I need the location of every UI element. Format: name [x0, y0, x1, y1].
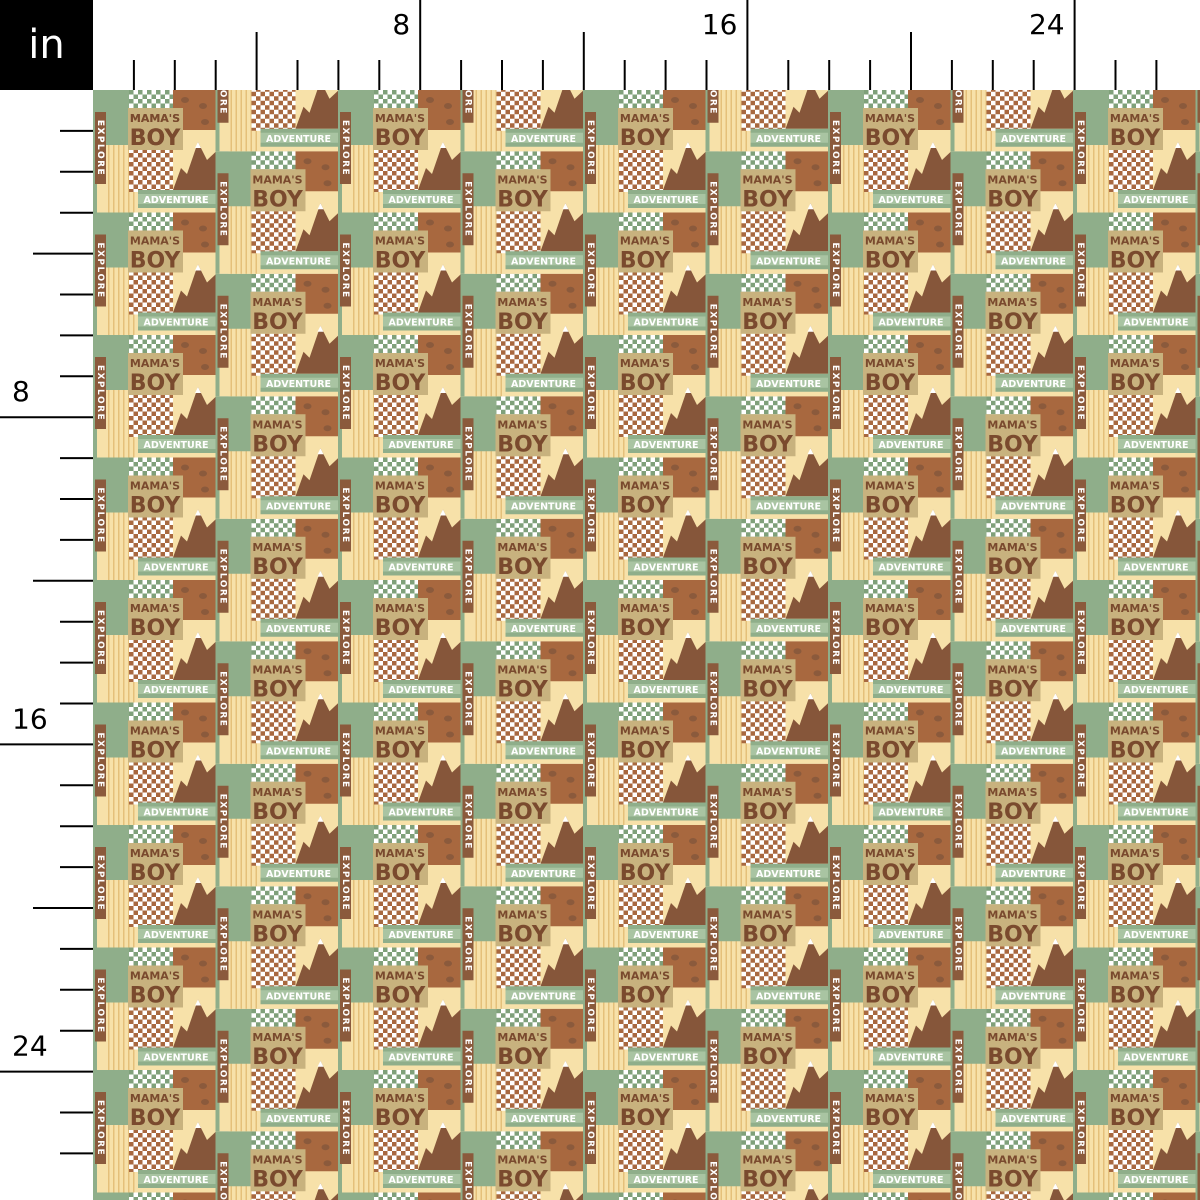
- left-ruler-label: 24: [12, 1030, 48, 1063]
- top-ruler-label: 24: [1029, 8, 1065, 41]
- explore-label: EXPLORE: [95, 120, 105, 176]
- motif-labels: EXPLORE MAMA'S BOY ADVENTURE: [95, 112, 209, 206]
- left-ruler-label: 8: [12, 375, 30, 408]
- top-ruler-label: 16: [702, 8, 738, 41]
- adventure-label: ADVENTURE: [143, 195, 208, 206]
- top-ruler-label: 8: [392, 8, 410, 41]
- left-ruler-label: 16: [12, 702, 48, 735]
- unit-label: in: [0, 0, 93, 90]
- mamas-label: MAMA'S: [130, 112, 180, 125]
- fabric-pattern: EXPLORE MAMA'S BOY ADVENTURE: [93, 90, 1200, 1200]
- boy-label: BOY: [130, 126, 182, 151]
